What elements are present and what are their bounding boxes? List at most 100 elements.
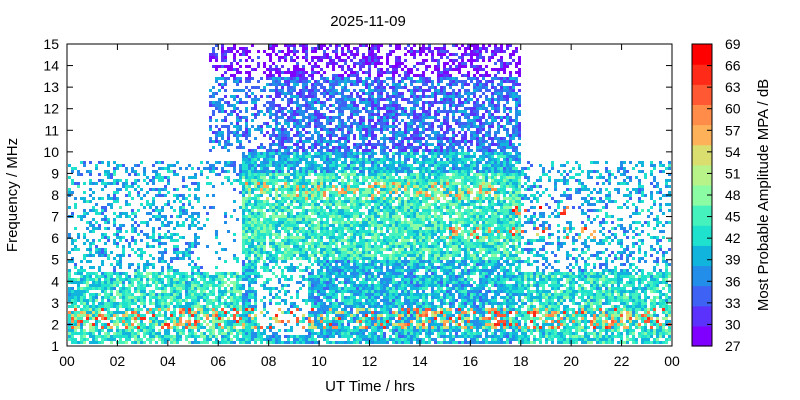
- heatmap-point: [341, 290, 344, 293]
- heatmap-point: [329, 95, 332, 98]
- heatmap-point: [248, 248, 251, 251]
- heatmap-point: [221, 335, 224, 338]
- heatmap-point: [218, 341, 221, 344]
- heatmap-point: [353, 215, 356, 218]
- heatmap-point: [146, 176, 149, 179]
- heatmap-point: [347, 230, 350, 233]
- heatmap-point: [278, 203, 281, 206]
- heatmap-point: [128, 254, 131, 257]
- heatmap-point: [140, 290, 143, 293]
- heatmap-point: [320, 101, 323, 104]
- heatmap-point: [149, 332, 152, 335]
- heatmap-point: [68, 299, 71, 302]
- heatmap-point: [245, 185, 248, 188]
- heatmap-point: [185, 305, 188, 308]
- heatmap-point: [74, 299, 77, 302]
- heatmap-point: [233, 287, 236, 290]
- heatmap-point: [326, 233, 329, 236]
- heatmap-point: [254, 320, 257, 323]
- heatmap-point: [245, 335, 248, 338]
- heatmap-point: [197, 221, 200, 224]
- heatmap-point: [278, 335, 281, 338]
- heatmap-point: [347, 251, 350, 254]
- heatmap-point: [89, 305, 92, 308]
- heatmap-point: [308, 161, 311, 164]
- heatmap-point: [281, 116, 284, 119]
- heatmap-point: [158, 278, 161, 281]
- heatmap-point: [209, 290, 212, 293]
- heatmap-point: [119, 329, 122, 332]
- heatmap-point: [365, 317, 368, 320]
- heatmap-point: [305, 95, 308, 98]
- heatmap-point: [218, 317, 221, 320]
- heatmap-point: [176, 299, 179, 302]
- heatmap-point: [167, 191, 170, 194]
- heatmap-point: [128, 245, 131, 248]
- heatmap-point: [101, 212, 104, 215]
- heatmap-point: [218, 314, 221, 317]
- heatmap-point: [281, 299, 284, 302]
- heatmap-point: [272, 221, 275, 224]
- heatmap-point: [185, 254, 188, 257]
- heatmap-point: [230, 305, 233, 308]
- heatmap-point: [347, 188, 350, 191]
- heatmap-point: [326, 266, 329, 269]
- heatmap-point: [257, 257, 260, 260]
- heatmap-point: [260, 236, 263, 239]
- heatmap-point: [317, 236, 320, 239]
- heatmap-point: [311, 245, 314, 248]
- heatmap-point: [215, 167, 218, 170]
- heatmap-point: [209, 329, 212, 332]
- heatmap-point: [137, 209, 140, 212]
- heatmap-point: [176, 302, 179, 305]
- heatmap-point: [218, 332, 221, 335]
- heatmap-point: [215, 317, 218, 320]
- heatmap-point: [236, 287, 239, 290]
- heatmap-point: [362, 311, 365, 314]
- heatmap-point: [329, 197, 332, 200]
- heatmap-point: [125, 332, 128, 335]
- heatmap-point: [68, 251, 71, 254]
- heatmap-point: [257, 125, 260, 128]
- heatmap-point: [317, 314, 320, 317]
- heatmap-point: [227, 128, 230, 131]
- heatmap-point: [131, 224, 134, 227]
- heatmap-point: [350, 71, 353, 74]
- heatmap-point: [86, 200, 89, 203]
- heatmap-point: [161, 323, 164, 326]
- heatmap-point: [344, 332, 347, 335]
- heatmap-point: [122, 299, 125, 302]
- heatmap-point: [173, 194, 176, 197]
- heatmap-point: [287, 137, 290, 140]
- heatmap-point: [182, 287, 185, 290]
- heatmap-point: [356, 260, 359, 263]
- heatmap-point: [296, 71, 299, 74]
- heatmap-point: [338, 305, 341, 308]
- heatmap-point: [197, 284, 200, 287]
- heatmap-point: [104, 287, 107, 290]
- heatmap-point: [71, 290, 74, 293]
- heatmap-point: [179, 200, 182, 203]
- heatmap-point: [311, 65, 314, 68]
- heatmap-point: [275, 137, 278, 140]
- heatmap-point: [233, 131, 236, 134]
- heatmap-point: [146, 272, 149, 275]
- heatmap-point: [110, 281, 113, 284]
- heatmap-point: [344, 263, 347, 266]
- heatmap-point: [347, 146, 350, 149]
- heatmap-point: [341, 287, 344, 290]
- heatmap-point: [80, 260, 83, 263]
- heatmap-point: [299, 92, 302, 95]
- heatmap-point: [341, 131, 344, 134]
- heatmap-point: [107, 302, 110, 305]
- heatmap-point: [227, 131, 230, 134]
- heatmap-point: [170, 320, 173, 323]
- heatmap-point: [305, 80, 308, 83]
- heatmap-point: [176, 317, 179, 320]
- heatmap-point: [149, 254, 152, 257]
- heatmap-point: [140, 278, 143, 281]
- heatmap-point: [308, 314, 311, 317]
- heatmap-point: [320, 248, 323, 251]
- heatmap-point: [329, 281, 332, 284]
- heatmap-point: [350, 341, 353, 344]
